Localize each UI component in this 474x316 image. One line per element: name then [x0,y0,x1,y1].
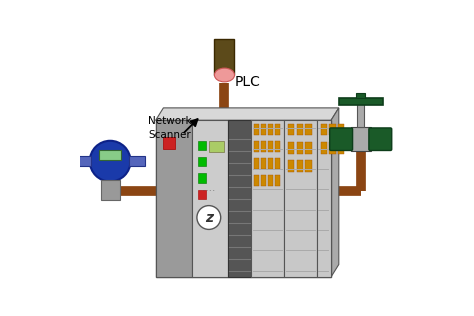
Bar [275,141,280,152]
Bar [254,141,259,152]
Bar [338,142,345,154]
Bar [76,156,91,166]
Bar [288,160,294,172]
Bar [297,142,303,154]
Bar [329,142,336,154]
Bar [254,175,259,186]
FancyBboxPatch shape [330,128,353,150]
Text: PLC: PLC [234,75,260,89]
Bar [99,150,121,160]
Bar [198,173,206,183]
Bar [214,39,235,75]
Bar [297,124,303,136]
Bar [228,120,251,277]
Bar [198,190,206,199]
Bar [297,160,303,172]
Ellipse shape [214,68,235,82]
Bar [254,158,259,169]
Bar [356,93,365,99]
Bar [320,124,327,136]
Bar [305,160,311,172]
Bar [268,175,273,186]
Bar [155,120,331,277]
Bar [339,98,383,105]
Bar [198,141,206,150]
Bar [164,137,175,149]
Bar [329,124,336,136]
Bar [275,124,280,135]
Text: Network
Scanner: Network Scanner [148,116,191,140]
Bar [268,158,273,169]
Circle shape [197,206,221,229]
Bar [261,124,266,135]
Bar [351,127,371,151]
Bar [320,142,327,154]
Bar [288,142,294,154]
Bar [129,156,145,166]
Bar [261,141,266,152]
Bar [191,120,228,277]
Text: z: z [205,210,213,224]
Bar [284,120,317,277]
Bar [317,120,331,277]
Bar [261,175,266,186]
Bar [209,141,224,152]
Bar [101,180,119,200]
Bar [261,158,266,169]
Bar [305,142,311,154]
Polygon shape [155,108,339,120]
Bar [288,124,294,136]
Bar [268,124,273,135]
Bar [268,141,273,152]
Circle shape [90,141,130,181]
Bar [275,158,280,169]
FancyBboxPatch shape [369,128,392,150]
Bar [251,120,284,277]
Bar [155,120,191,277]
Bar [275,175,280,186]
Bar [198,157,206,167]
Polygon shape [331,108,339,277]
Bar [305,124,311,136]
Bar [338,124,345,136]
Bar [254,124,259,135]
Bar [357,104,365,127]
Text: - - - -: - - - - [203,188,215,193]
